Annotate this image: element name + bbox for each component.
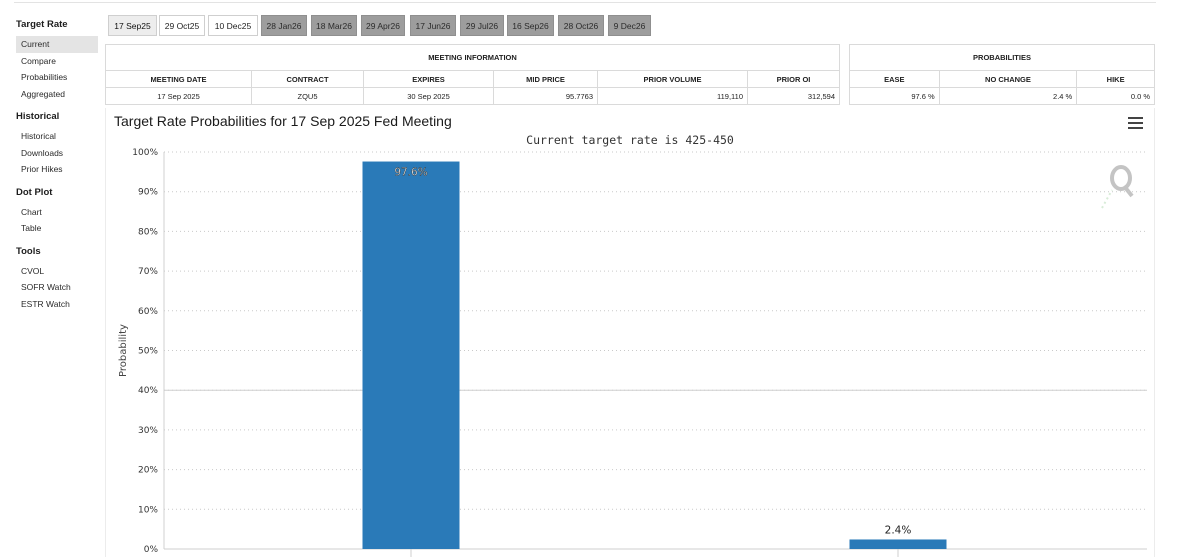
meeting-information-table: MEETING INFORMATION MEETING DATE CONTRAC… xyxy=(105,44,840,105)
table-row: 97.6 % 2.4 % 0.0 % xyxy=(849,87,1155,105)
sidebar-item-downloads[interactable]: Downloads xyxy=(21,147,64,158)
sidebar-heading-target-rate: Target Rate xyxy=(16,19,68,30)
sidebar-heading-tools: Tools xyxy=(16,245,41,257)
tab-29-oct25[interactable]: 29 Oct25 xyxy=(159,15,205,36)
cell-no-change: 2.4 % xyxy=(938,87,1078,105)
sidebar-item-cvol[interactable]: CVOL xyxy=(21,265,45,276)
cell-prior-oi: 312,594 xyxy=(747,87,840,105)
cell-meeting-date: 17 Sep 2025 xyxy=(105,87,252,105)
sidebar-item-prior-hikes[interactable]: Prior Hikes xyxy=(21,164,63,174)
sidebar-item-sofr-watch[interactable]: SOFR Watch xyxy=(21,282,71,292)
y-tick-label: 100% xyxy=(132,148,158,158)
y-tick-label: 0% xyxy=(144,545,159,555)
cell-prior-volume: 119,110 xyxy=(597,87,748,105)
tab-18-mar26[interactable]: 18 Mar26 xyxy=(311,15,357,36)
header-prior-volume: PRIOR VOLUME xyxy=(597,70,748,88)
cell-contract: ZQU5 xyxy=(251,87,364,105)
y-tick-label: 50% xyxy=(138,347,158,357)
chart-subtitle: Current target rate is 425-450 xyxy=(526,133,734,147)
sidebar-heading-dot-plot: Dot Plot xyxy=(16,186,53,198)
cell-ease: 97.6 % xyxy=(849,87,940,105)
tab-17-jun26[interactable]: 17 Jun26 xyxy=(410,15,456,36)
bar-1 xyxy=(849,539,947,549)
probability-bar-chart: 0% 10% 20% 30% 40% 50% 60% 70% 80% 90% 100% Probabi… xyxy=(118,148,1147,557)
table-row: 17 Sep 2025 ZQU5 30 Sep 2025 95.7763 119… xyxy=(105,87,840,105)
header-hike: HIKE xyxy=(1076,70,1155,88)
tab-16-sep26[interactable]: 16 Sep26 xyxy=(507,15,554,36)
sidebar-item-chart[interactable]: Chart xyxy=(21,206,42,217)
cell-mid-price: 95.7763 xyxy=(493,87,598,105)
y-tick-label: 30% xyxy=(138,426,158,436)
y-tick-label: 80% xyxy=(138,227,158,237)
tab-29-jul26[interactable]: 29 Jul26 xyxy=(460,15,504,36)
header-mid-price: MID PRICE xyxy=(493,70,598,88)
data-label-0: 97.6% xyxy=(394,167,427,179)
tab-9-dec26[interactable]: 9 Dec26 xyxy=(608,15,651,36)
header-meeting-date: MEETING DATE xyxy=(105,70,252,88)
sidebar-item-aggregated[interactable]: Aggregated xyxy=(21,88,65,99)
sidebar-section-dot-plot: Dot Plot Chart Table xyxy=(16,186,98,237)
y-tick-label: 40% xyxy=(138,386,158,396)
header-no-change: NO CHANGE xyxy=(938,70,1078,88)
tab-17-sep25[interactable]: 17 Sep25 xyxy=(108,15,157,36)
tab-10-dec25[interactable]: 10 Dec25 xyxy=(208,15,258,36)
y-axis-label: Probability xyxy=(118,324,129,377)
y-tick-label: 60% xyxy=(138,307,158,317)
y-tick-label: 10% xyxy=(138,505,158,515)
bar-0 xyxy=(362,161,460,549)
chart-title: Target Rate Probabilities for 17 Sep 202… xyxy=(114,113,452,129)
sidebar-item-table[interactable]: Table xyxy=(21,223,42,233)
data-label-1: 2.4% xyxy=(885,524,912,536)
y-tick-label: 70% xyxy=(138,267,158,277)
tab-28-oct26[interactable]: 28 Oct26 xyxy=(558,15,604,36)
sidebar-item-current[interactable]: Current xyxy=(16,36,98,53)
sidebar-section-target-rate: Target Rate Current Compare Probabilitie… xyxy=(16,18,98,102)
sidebar-item-estr-watch[interactable]: ESTR Watch xyxy=(21,298,70,309)
y-tick-label: 20% xyxy=(138,466,158,476)
tab-28-jan26[interactable]: 28 Jan26 xyxy=(261,15,307,36)
sidebar-section-tools: Tools CVOL SOFR Watch ESTR Watch xyxy=(16,245,98,313)
header-ease: EASE xyxy=(849,70,940,88)
meeting-information-title: MEETING INFORMATION xyxy=(105,44,840,71)
cell-hike: 0.0 % xyxy=(1076,87,1155,105)
header-expires: EXPIRES xyxy=(363,70,494,88)
chart-menu-icon[interactable] xyxy=(1128,117,1143,130)
chart-container xyxy=(105,108,1155,557)
header-contract: CONTRACT xyxy=(251,70,364,88)
tab-29-apr26[interactable]: 29 Apr26 xyxy=(361,15,405,36)
sidebar-item-compare[interactable]: Compare xyxy=(21,55,56,66)
header-prior-oi: PRIOR OI xyxy=(747,70,840,88)
sidebar-item-historical[interactable]: Historical xyxy=(21,131,56,141)
sidebar-nav: Target Rate Current Compare Probabilitie… xyxy=(16,18,98,312)
sidebar-item-probabilities[interactable]: Probabilities xyxy=(21,72,68,82)
cell-expires: 30 Sep 2025 xyxy=(363,87,494,105)
sidebar-heading-historical: Historical xyxy=(16,111,60,122)
y-tick-label: 90% xyxy=(138,188,158,198)
top-divider xyxy=(14,2,1156,3)
probabilities-title: PROBABILITIES xyxy=(849,44,1155,71)
probabilities-table: PROBABILITIES EASE NO CHANGE HIKE 97.6 %… xyxy=(849,44,1155,105)
sidebar-section-historical: Historical Historical Downloads Prior Hi… xyxy=(16,110,98,178)
q-logo-icon xyxy=(1101,165,1134,209)
